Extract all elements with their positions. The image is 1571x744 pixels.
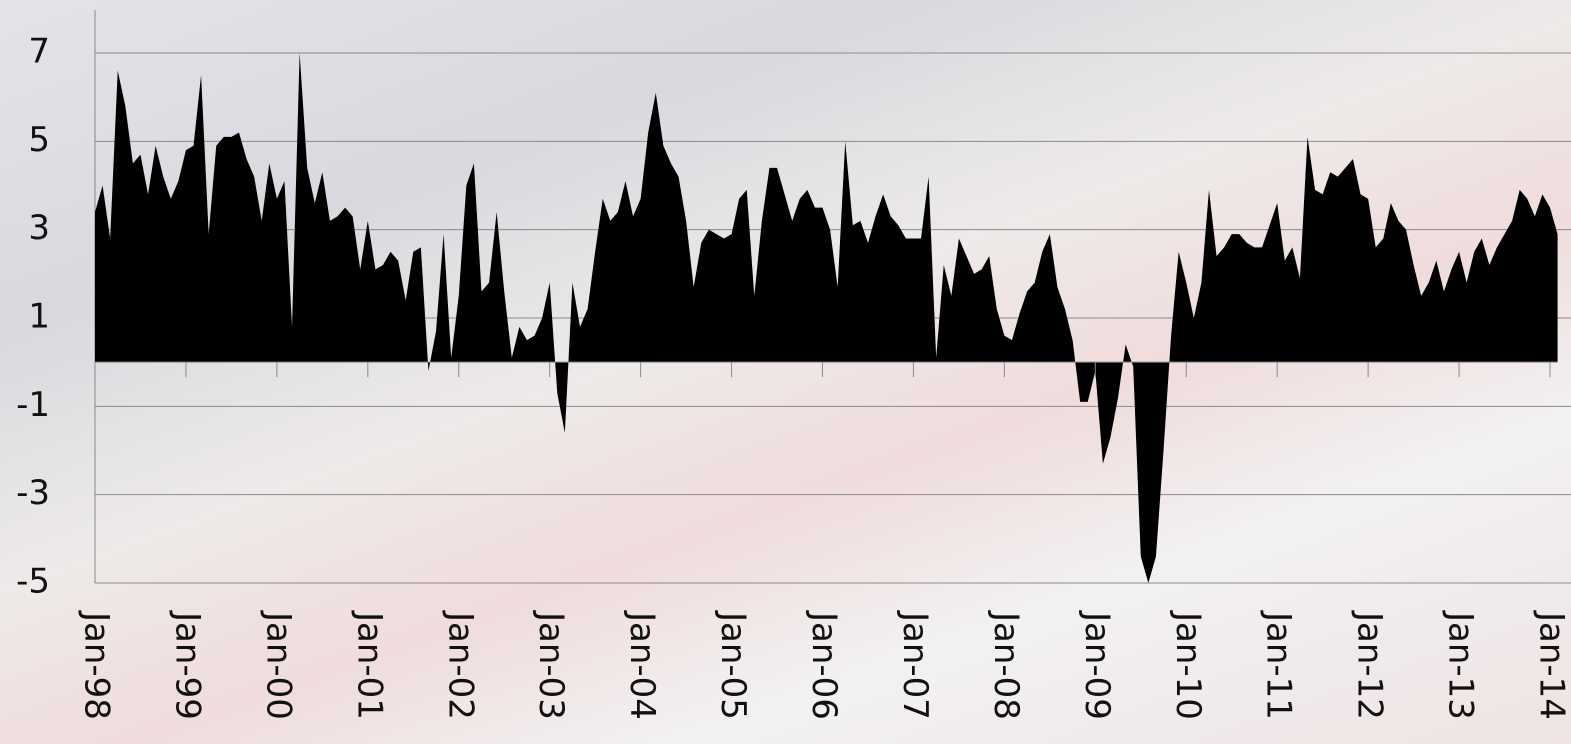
x-tick-label: Jan-03 <box>531 610 571 720</box>
x-tick-label: Jan-09 <box>1077 610 1117 720</box>
area <box>95 53 1558 583</box>
y-tick-label: -1 <box>16 385 50 425</box>
x-tick-label: Jan-02 <box>440 610 480 720</box>
x-tick-label: Jan-99 <box>167 610 207 720</box>
x-tick-label: Jan-04 <box>622 610 662 720</box>
y-tick-label: 7 <box>28 32 50 72</box>
x-tick-label: Jan-11 <box>1259 610 1299 720</box>
y-tick-label: 5 <box>28 120 50 160</box>
y-tick-label: 1 <box>28 297 50 337</box>
y-tick-label: -5 <box>16 562 50 602</box>
x-tick-label: Jan-10 <box>1168 610 1208 720</box>
x-tick-label: Jan-07 <box>895 610 935 720</box>
x-tick-label: Jan-08 <box>986 610 1026 720</box>
x-tick-label: Jan-05 <box>713 610 753 720</box>
x-tick-label: Jan-01 <box>349 610 389 720</box>
x-tick-label: Jan-14 <box>1532 610 1571 720</box>
x-tick-label: Jan-00 <box>258 610 298 720</box>
x-tick-label: Jan-12 <box>1350 610 1390 720</box>
y-tick-label: 3 <box>28 208 50 248</box>
y-tick-label: -3 <box>16 473 50 513</box>
chart: -5 -3 -1 1 3 5 7 Jan-98 Jan-99 Jan-00 Jan-01 Jan-02… <box>0 0 1571 744</box>
x-tick-label: Jan-13 <box>1441 610 1481 720</box>
x-tick-label: Jan-98 <box>77 610 117 720</box>
x-tick-label: Jan-06 <box>804 610 844 720</box>
